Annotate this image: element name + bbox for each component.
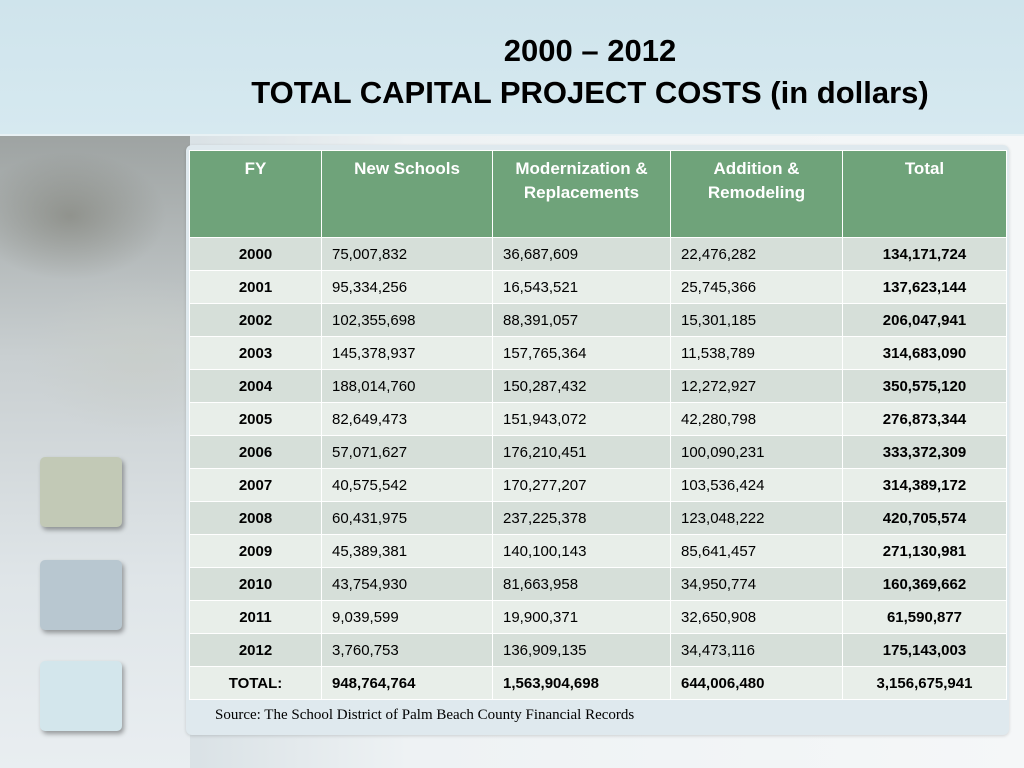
table-cell-total: 420,705,574	[842, 501, 1007, 535]
col-header-fy: FY	[189, 150, 322, 238]
table-row: 2003 145,378,937 157,765,364 11,538,789 314,…	[189, 336, 1007, 370]
table-cell-mod: 136,909,135	[492, 633, 671, 667]
table-cell-total: 314,389,172	[842, 468, 1007, 502]
table-cell-new: 3,760,753	[321, 633, 493, 667]
table-row: 2011 9,039,599 19,900,371 32,650,908 61,590,…	[189, 600, 1007, 634]
table-cell-total: 276,873,344	[842, 402, 1007, 436]
table-cell-mod: 170,277,207	[492, 468, 671, 502]
table-row: 2012 3,760,753 136,909,135 34,473,116 175,14…	[189, 633, 1007, 667]
table-cell-fy: 2003	[189, 336, 322, 370]
table-cell-add: 11,538,789	[670, 336, 843, 370]
table-cell-mod: 88,391,057	[492, 303, 671, 337]
title-line-1: 2000 – 2012	[503, 33, 677, 68]
table-cell-fy: 2001	[189, 270, 322, 304]
table-cell-new: 43,754,930	[321, 567, 493, 601]
table-row: 2002 102,355,698 88,391,057 15,301,185 206,0…	[189, 303, 1007, 337]
table-cell-fy: 2004	[189, 369, 322, 403]
table-cell-new: 145,378,937	[321, 336, 493, 370]
table-cell-mod: 157,765,364	[492, 336, 671, 370]
table-row: 2000 75,007,832 36,687,609 22,476,282 134,17…	[189, 237, 1007, 271]
table-cell-mod: 36,687,609	[492, 237, 671, 271]
total-cell-fy: TOTAL:	[189, 666, 322, 700]
table-cell-add: 34,473,116	[670, 633, 843, 667]
table-row: 2001 95,334,256 16,543,521 25,745,366 137,62…	[189, 270, 1007, 304]
table-cell-mod: 151,943,072	[492, 402, 671, 436]
table-cell-total: 61,590,877	[842, 600, 1007, 634]
decorative-swatch-3	[40, 661, 122, 731]
table-cell-fy: 2007	[189, 468, 322, 502]
table-cell-mod: 19,900,371	[492, 600, 671, 634]
decorative-swatch-2	[40, 560, 122, 630]
table-cell-add: 85,641,457	[670, 534, 843, 568]
table-row: 2010 43,754,930 81,663,958 34,950,774 160,36…	[189, 567, 1007, 601]
table-cell-mod: 176,210,451	[492, 435, 671, 469]
title-band	[0, 0, 1024, 136]
table-cell-new: 45,389,381	[321, 534, 493, 568]
table-cell-add: 15,301,185	[670, 303, 843, 337]
source-note: Source: The School District of Palm Beac…	[215, 707, 635, 723]
table-header-row: FY New Schools Modernization & Replaceme…	[189, 150, 1007, 238]
table-cell-add: 42,280,798	[670, 402, 843, 436]
col-header-new-schools: New Schools	[321, 150, 493, 238]
total-cell-add: 644,006,480	[670, 666, 843, 700]
table-cell-total: 314,683,090	[842, 336, 1007, 370]
table-cell-fy: 2008	[189, 501, 322, 535]
table-cell-total: 175,143,003	[842, 633, 1007, 667]
table-cell-new: 57,071,627	[321, 435, 493, 469]
col-header-modernization: Modernization & Replacements	[492, 150, 671, 238]
table-cell-new: 95,334,256	[321, 270, 493, 304]
table-cell-add: 103,536,424	[670, 468, 843, 502]
table-cell-total: 134,171,724	[842, 237, 1007, 271]
table-row: 2008 60,431,975 237,225,378 123,048,222 420,…	[189, 501, 1007, 535]
table-cell-add: 32,650,908	[670, 600, 843, 634]
table-cell-mod: 150,287,432	[492, 369, 671, 403]
table-cell-fy: 2012	[189, 633, 322, 667]
table-cell-new: 9,039,599	[321, 600, 493, 634]
table-cell-fy: 2006	[189, 435, 322, 469]
table-row: 2004 188,014,760 150,287,432 12,272,927 350,…	[189, 369, 1007, 403]
table-cell-add: 34,950,774	[670, 567, 843, 601]
total-cell-new: 948,764,764	[321, 666, 493, 700]
table-cell-add: 123,048,222	[670, 501, 843, 535]
table-cell-mod: 16,543,521	[492, 270, 671, 304]
table-cell-new: 82,649,473	[321, 402, 493, 436]
table-cell-new: 60,431,975	[321, 501, 493, 535]
title-line-2: TOTAL CAPITAL PROJECT COSTS (in dollars)	[251, 75, 929, 110]
table-cell-new: 102,355,698	[321, 303, 493, 337]
table-total-row: TOTAL: 948,764,764 1,563,904,698 644,006,48…	[189, 666, 1007, 700]
table-cell-mod: 237,225,378	[492, 501, 671, 535]
table-cell-total: 271,130,981	[842, 534, 1007, 568]
table-cell-add: 100,090,231	[670, 435, 843, 469]
table-cell-fy: 2005	[189, 402, 322, 436]
table-cell-fy: 2000	[189, 237, 322, 271]
table-cell-total: 333,372,309	[842, 435, 1007, 469]
table-cell-mod: 81,663,958	[492, 567, 671, 601]
table-cell-add: 22,476,282	[670, 237, 843, 271]
table-row: 2009 45,389,381 140,100,143 85,641,457 271,1…	[189, 534, 1007, 568]
col-header-addition: Addition & Remodeling	[670, 150, 843, 238]
slide-title: 2000 – 2012 TOTAL CAPITAL PROJECT COSTS …	[150, 30, 1024, 114]
table-cell-fy: 2009	[189, 534, 322, 568]
table-cell-new: 40,575,542	[321, 468, 493, 502]
total-cell-mod: 1,563,904,698	[492, 666, 671, 700]
table-cell-add: 12,272,927	[670, 369, 843, 403]
col-header-total: Total	[842, 150, 1007, 238]
table-cell-mod: 140,100,143	[492, 534, 671, 568]
table-row: 2007 40,575,542 170,277,207 103,536,424 314,…	[189, 468, 1007, 502]
table-cell-total: 137,623,144	[842, 270, 1007, 304]
table-cell-total: 350,575,120	[842, 369, 1007, 403]
table-cell-total: 206,047,941	[842, 303, 1007, 337]
decorative-swatch-1	[40, 457, 122, 527]
table-row: 2005 82,649,473 151,943,072 42,280,798 276,8…	[189, 402, 1007, 436]
table-cell-total: 160,369,662	[842, 567, 1007, 601]
table-cell-add: 25,745,366	[670, 270, 843, 304]
total-cell-total: 3,156,675,941	[842, 666, 1007, 700]
table-cell-fy: 2010	[189, 567, 322, 601]
table-cell-fy: 2002	[189, 303, 322, 337]
table-cell-new: 75,007,832	[321, 237, 493, 271]
table-cell-new: 188,014,760	[321, 369, 493, 403]
table-row: 2006 57,071,627 176,210,451 100,090,231 333,…	[189, 435, 1007, 469]
capital-costs-table: FY New Schools Modernization & Replaceme…	[189, 150, 1007, 700]
table-cell-fy: 2011	[189, 600, 322, 634]
